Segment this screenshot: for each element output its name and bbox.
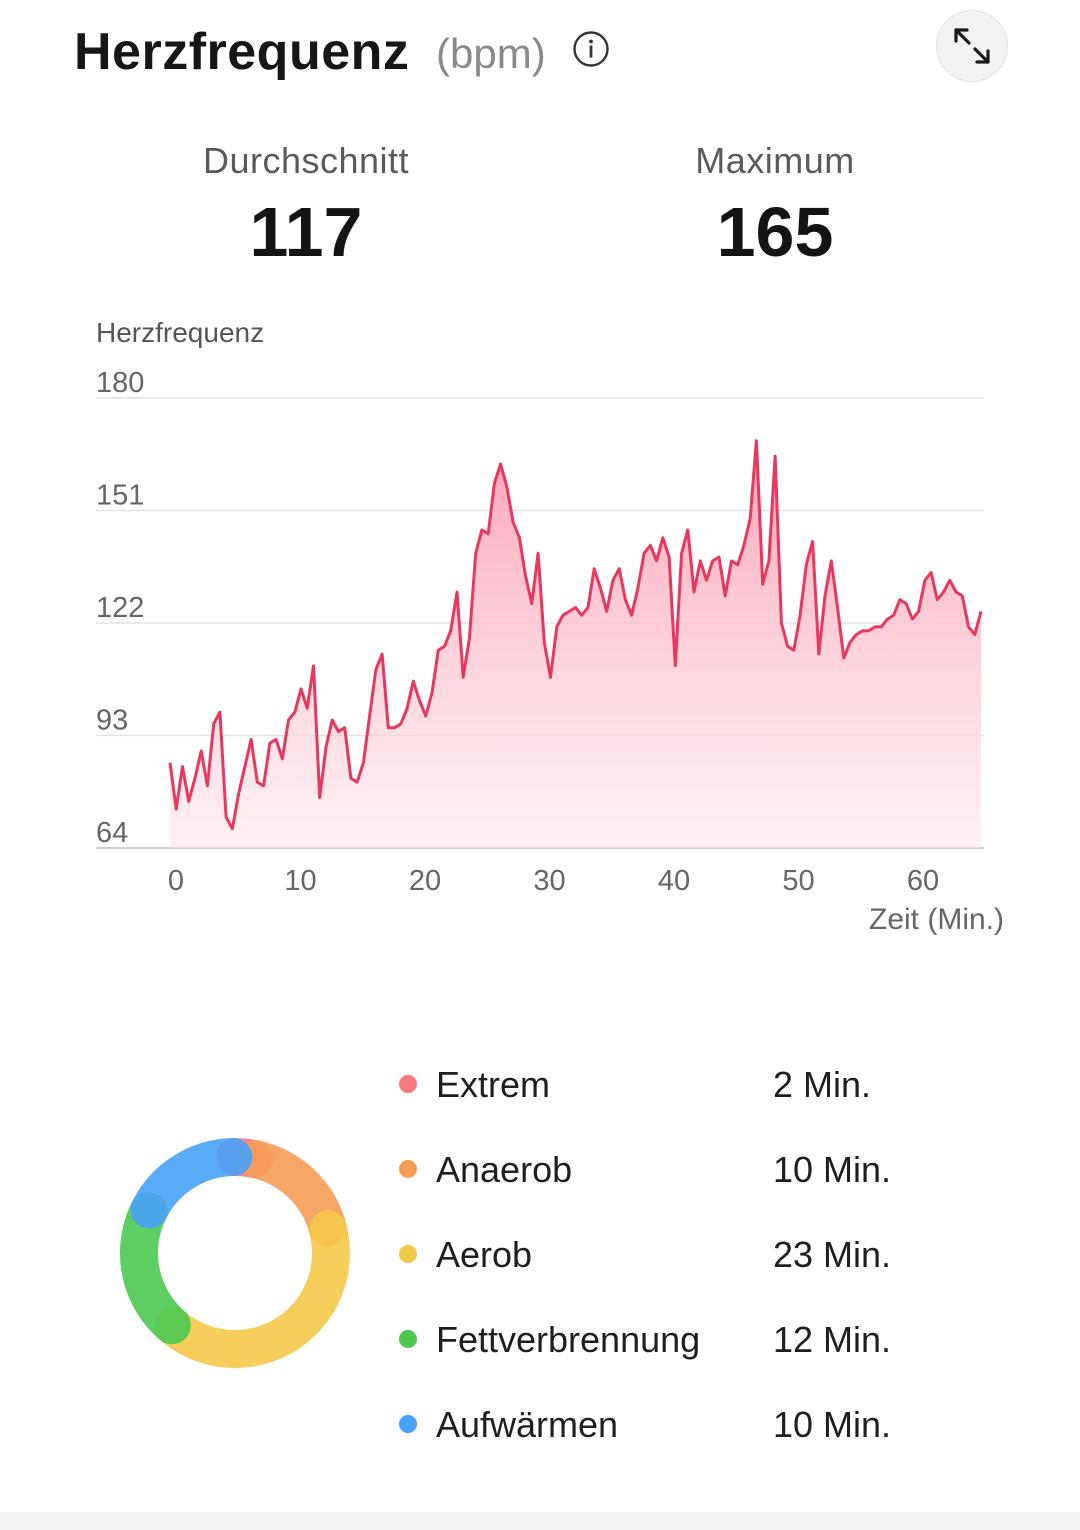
- legend-item: Aerob 23 Min.: [390, 1220, 1030, 1305]
- maximum-value: 165: [716, 193, 834, 271]
- heart-rate-area: [170, 440, 981, 848]
- x-tick-label: 0: [168, 865, 184, 897]
- y-tick-label: 64: [96, 817, 128, 849]
- expand-arrows-icon: [954, 28, 990, 64]
- legend-zone-time: 2 Min.: [773, 1064, 872, 1105]
- header: Herzfrequenz (bpm): [74, 10, 1014, 88]
- donut-segment: [120, 1138, 350, 1368]
- donut-segment: [120, 1138, 350, 1368]
- donut-segment: [120, 1138, 350, 1368]
- legend-zone-time: 23 Min.: [773, 1234, 892, 1275]
- legend-dot: [399, 1160, 417, 1178]
- legend-zone-time: 10 Min.: [773, 1404, 892, 1445]
- legend-item: Aufwärmen 10 Min.: [390, 1390, 1030, 1475]
- legend-zone-time: 10 Min.: [773, 1149, 892, 1190]
- maximum-label: Maximum: [695, 140, 855, 181]
- legend-dot: [399, 1245, 417, 1263]
- y-tick-label: 151: [96, 480, 144, 512]
- x-tick-label: 10: [284, 865, 316, 897]
- unit-label: (bpm): [436, 30, 546, 77]
- legend-dot: [399, 1075, 417, 1093]
- average-label: Durchschnitt: [202, 140, 410, 181]
- heart-rate-chart: Herzfrequenz 180 151 122 93 64 0 10 20 30 40 50 60…: [0, 300, 1080, 960]
- y-tick-label: 122: [96, 592, 144, 624]
- expand-button[interactable]: [936, 10, 1008, 82]
- x-tick-label: 30: [533, 865, 565, 897]
- heart-rate-line: [168, 439, 983, 831]
- x-tick-label: 20: [409, 865, 441, 897]
- bottom-divider: [0, 1512, 1080, 1530]
- legend-dot: [399, 1415, 417, 1433]
- legend-zone-name: Aufwärmen: [436, 1404, 619, 1445]
- legend-zone-name: Extrem: [436, 1064, 551, 1105]
- legend-item: Fettverbrennung 12 Min.: [390, 1305, 1030, 1390]
- legend-zone-time: 12 Min.: [773, 1319, 892, 1360]
- x-tick-label: 50: [782, 865, 814, 897]
- legend-item: Anaerob 10 Min.: [390, 1135, 1030, 1220]
- legend-zone-name: Aerob: [436, 1234, 533, 1275]
- x-tick-label: 40: [658, 865, 690, 897]
- page-title: Herzfrequenz: [74, 23, 410, 81]
- legend-item: Extrem 2 Min.: [390, 1050, 1030, 1135]
- y-tick-label: 93: [96, 705, 128, 737]
- legend-zone-name: Fettverbrennung: [436, 1319, 701, 1360]
- chart-x-axis-label: Zeit (Min.): [869, 903, 1004, 936]
- legend-dot: [399, 1330, 417, 1348]
- info-circle-icon[interactable]: [572, 30, 610, 68]
- average-value: 117: [249, 193, 363, 271]
- zone-donut-chart: [110, 1128, 360, 1378]
- legend-zone-name: Anaerob: [436, 1149, 573, 1190]
- x-tick-label: 60: [907, 865, 939, 897]
- maximum-stat: Maximum 165: [595, 140, 955, 272]
- zone-legend: Extrem 2 Min. Anaerob 10 Min. Aerob 23 Min. Fe…: [390, 1050, 1030, 1475]
- chart-y-axis-label: Herzfrequenz: [96, 317, 264, 348]
- average-stat: Durchschnitt 117: [126, 140, 486, 272]
- y-tick-label: 180: [96, 367, 144, 399]
